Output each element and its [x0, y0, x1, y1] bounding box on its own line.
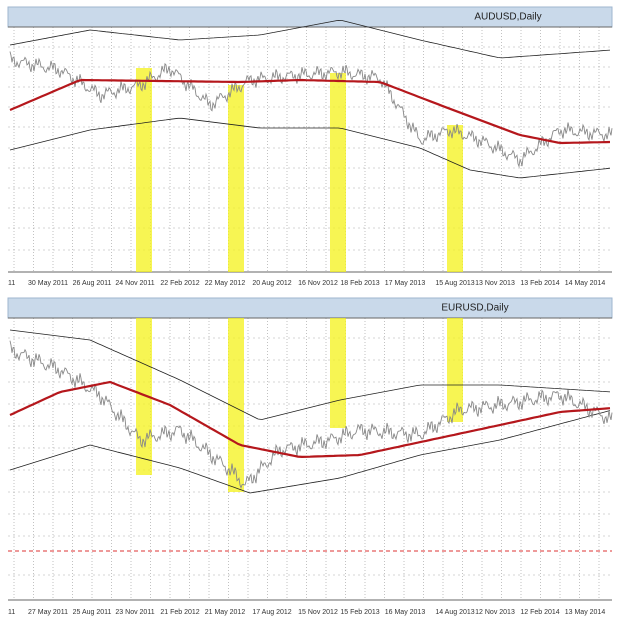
- x-axis-label: 13 Feb 2014: [520, 280, 559, 287]
- x-axis-label: 11: [8, 609, 15, 616]
- envelope-line: [9, 117, 611, 179]
- x-axis-label: 12 Nov 2013: [475, 609, 515, 616]
- envelope-line: [9, 410, 611, 494]
- highlight: [447, 125, 463, 272]
- x-axis-label: 18 Feb 2013: [340, 280, 379, 287]
- x-axis-label: 23 Nov 2011: [115, 609, 154, 616]
- x-axis-label: 15 Nov 2012: [298, 609, 338, 616]
- title-bar: [7, 297, 613, 319]
- price-line: [9, 340, 613, 490]
- envelope-line: [9, 329, 611, 420]
- x-axis-label: 21 Feb 2012: [160, 609, 199, 616]
- x-axis-label: 11: [8, 280, 15, 287]
- x-axis-label: 22 Feb 2012: [160, 280, 199, 287]
- x-axis-label: 14 Aug 2013: [435, 609, 474, 616]
- x-axis-label: 15 Feb 2013: [340, 609, 379, 616]
- x-axis-label: 13 Nov 2013: [475, 280, 515, 287]
- x-axis-label: 17 Aug 2012: [252, 609, 291, 616]
- panel-title: EURUSD,Daily: [441, 303, 508, 314]
- x-axis-label: 22 May 2012: [205, 280, 246, 287]
- highlight: [330, 318, 346, 428]
- x-axis-label: 25 Aug 2011: [73, 609, 112, 616]
- highlight: [136, 318, 152, 475]
- highlight: [228, 318, 244, 492]
- x-axis-label: 12 Feb 2014: [520, 609, 559, 616]
- envelope-line: [9, 19, 611, 59]
- x-axis-label: 17 May 2013: [385, 280, 426, 287]
- x-axis-label: 21 May 2012: [205, 609, 246, 616]
- highlight: [228, 85, 244, 272]
- x-axis-label: 14 May 2014: [565, 280, 606, 287]
- x-axis-label: 16 May 2013: [385, 609, 426, 616]
- panel-title: AUDUSD,Daily: [474, 12, 541, 23]
- price-line: [9, 51, 613, 169]
- x-axis-label: 30 May 2011: [28, 280, 68, 287]
- x-axis-label: 13 May 2014: [565, 609, 606, 616]
- x-axis-label: 26 Aug 2011: [73, 280, 112, 287]
- moving-average: [9, 78, 611, 145]
- highlight: [447, 318, 463, 422]
- moving-average: [9, 380, 611, 459]
- highlight: [330, 73, 346, 272]
- x-axis-label: 20 Aug 2012: [252, 280, 291, 287]
- x-axis-label: 16 Nov 2012: [298, 280, 338, 287]
- x-axis-label: 24 Nov 2011: [115, 280, 154, 287]
- x-axis-label: 15 Aug 2013: [435, 280, 474, 287]
- highlight: [136, 68, 152, 272]
- x-axis-label: 27 May 2011: [28, 609, 68, 616]
